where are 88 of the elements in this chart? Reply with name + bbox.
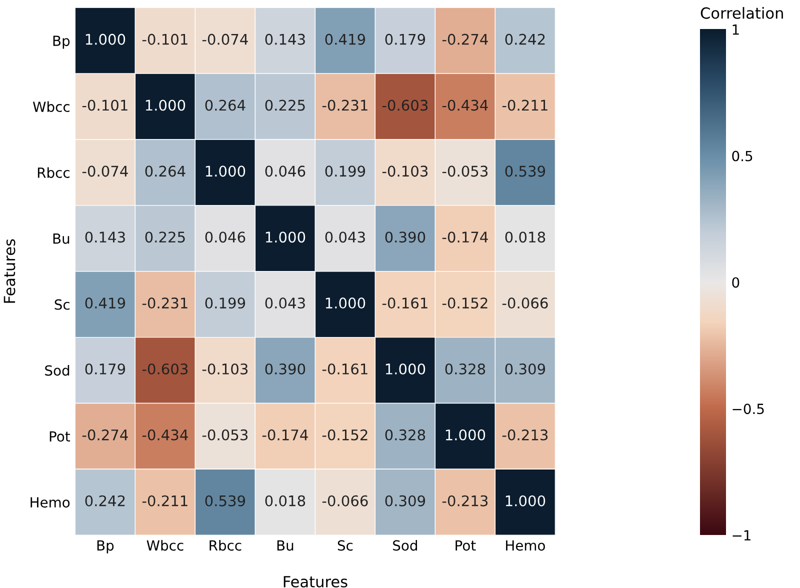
data-label: 0.264 (205, 100, 246, 111)
data-label: 0.242 (85, 495, 125, 506)
data-label: 1.000 (146, 100, 186, 111)
data-label: 0.390 (265, 363, 306, 374)
data-label: -0.152 (442, 298, 488, 309)
data-label: -0.274 (82, 429, 128, 440)
y-tick-label: Bu (53, 234, 70, 244)
data-label: 0.309 (505, 363, 546, 374)
data-label: -0.161 (322, 363, 368, 374)
data-label: 0.199 (325, 166, 366, 177)
x-tick-label: Wbcc (146, 540, 184, 551)
x-tick-label: Rbcc (210, 540, 242, 551)
x-tick-label: Bu (277, 540, 294, 551)
data-label: -0.101 (142, 34, 188, 45)
color-bar-label: 0.5 (732, 150, 752, 162)
color-bar-label: −1 (732, 530, 750, 540)
data-label: 0.390 (385, 232, 426, 243)
data-label: -0.103 (382, 166, 428, 177)
data-label: 1.000 (326, 298, 366, 309)
data-label: 1.000 (86, 34, 126, 45)
data-label: 0.199 (205, 298, 246, 309)
color-bar-label: 1 (732, 24, 739, 35)
data-label: 0.242 (505, 34, 545, 45)
data-label: 0.179 (85, 363, 126, 374)
data-label: -0.161 (382, 298, 428, 309)
data-label: 1.000 (446, 429, 486, 440)
x-tick-label: Sod (393, 540, 417, 551)
data-label: 0.419 (85, 298, 126, 309)
color-bar-title: Correlation (700, 7, 783, 19)
data-label: -0.053 (442, 166, 488, 177)
y-tick-label: Sc (54, 299, 70, 310)
data-label: -0.053 (202, 429, 248, 440)
data-label: -0.434 (442, 100, 488, 111)
y-tick-label: Bp (53, 36, 70, 49)
data-label: -0.231 (142, 298, 188, 309)
data-label: 0.046 (205, 232, 246, 243)
data-label: 0.143 (265, 34, 305, 45)
data-label: -0.211 (502, 100, 548, 111)
data-label: 0.328 (445, 363, 486, 374)
y-tick-label: Pot (50, 431, 70, 442)
data-label: -0.152 (322, 429, 368, 440)
data-label: 0.264 (145, 166, 186, 177)
data-label: -0.101 (82, 100, 128, 111)
data-label: -0.603 (142, 363, 188, 374)
data-label: 0.046 (265, 166, 306, 177)
data-label: 0.225 (265, 100, 305, 111)
data-label: -0.274 (442, 34, 488, 45)
data-label: -0.066 (322, 495, 368, 506)
y-tick-label: Hemo (30, 497, 70, 508)
x-tick-label: Bp (97, 540, 114, 554)
data-label: -0.211 (142, 495, 188, 506)
data-label: 0.018 (505, 232, 546, 243)
data-label: 0.143 (85, 232, 125, 243)
data-label: 0.225 (145, 232, 185, 243)
data-label: -0.213 (502, 429, 548, 440)
data-label: 0.043 (325, 232, 365, 243)
data-label: 0.419 (325, 34, 366, 45)
data-label: 0.018 (265, 495, 306, 506)
data-label: 0.328 (385, 429, 426, 440)
data-label: 0.179 (385, 34, 426, 45)
data-label: 0.309 (385, 495, 426, 506)
data-label: -0.213 (442, 495, 488, 506)
x-tick-label: Pot (456, 540, 476, 551)
color-bar-label: 0 (732, 277, 740, 288)
x-tick-label: Hemo (506, 540, 545, 551)
data-label: -0.074 (82, 166, 128, 177)
y-axis-title: Features (4, 239, 16, 303)
data-label: -0.434 (142, 429, 188, 440)
y-tick-label: Rbcc (38, 167, 70, 178)
data-label: -0.174 (262, 429, 308, 440)
data-label: 0.539 (505, 166, 546, 177)
color-bar-label: −0.5 (732, 404, 764, 414)
data-label: 0.043 (265, 298, 305, 309)
data-label: -0.103 (202, 363, 248, 374)
x-axis-title: Features (284, 576, 348, 588)
data-label: 1.000 (386, 363, 426, 374)
data-label: 0.539 (205, 495, 246, 506)
data-label: 1.000 (206, 166, 246, 177)
data-label: -0.066 (502, 298, 548, 309)
y-tick-label: Sod (45, 364, 70, 376)
data-label: -0.174 (442, 232, 488, 243)
data-label: -0.231 (322, 100, 368, 111)
data-label: 1.000 (506, 495, 546, 506)
data-label: -0.603 (382, 100, 428, 111)
data-label: 1.000 (266, 232, 306, 243)
data-label: -0.074 (202, 34, 248, 45)
x-tick-label: Sc (338, 540, 353, 551)
y-tick-label: Wbcc (32, 101, 70, 112)
